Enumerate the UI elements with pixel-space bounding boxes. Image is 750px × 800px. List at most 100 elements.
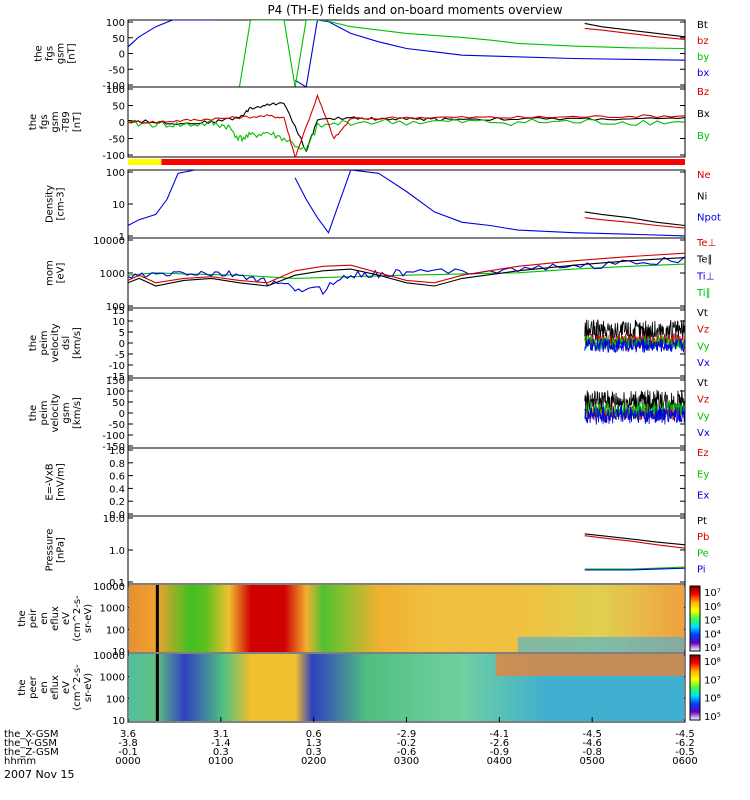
y-tick-label: 0.0 (109, 510, 125, 521)
y-axis-label: E=-VxB (45, 463, 56, 500)
legend-Ey: Ey (697, 469, 709, 480)
series-By (128, 118, 685, 152)
y-axis-label: (cm^2-s- (72, 664, 83, 711)
y-axis-label: peim (39, 330, 50, 355)
legend-Ex: Ex (697, 491, 709, 502)
y-tick-label: 10000 (93, 582, 125, 593)
y-axis-label: [nT] (72, 112, 83, 132)
y-axis-label: mom (45, 260, 56, 286)
y-axis-label: the (28, 114, 39, 130)
series-Pb (584, 535, 685, 549)
series-Pe (584, 566, 685, 570)
x-axis-row-label: the_Y-GSM (4, 738, 57, 749)
panel-peim_velocity_gsm: the peim velocity gsm [km/s] 150100500-50-100… (28, 376, 710, 453)
x-axis-value: -4.6 (582, 738, 602, 749)
x-axis-value: 0200 (301, 756, 326, 767)
y-axis-label: the (17, 679, 28, 695)
panel-frame (127, 515, 686, 585)
mode-bar-slow (128, 159, 162, 165)
y-axis-label: dsl (61, 336, 72, 350)
x-axis-value: -6.2 (675, 738, 695, 749)
legend-Pe: Pe (697, 548, 709, 559)
x-axis-value: 3.6 (120, 729, 136, 740)
legend-Ne: Ne (697, 170, 711, 181)
panel-peir_eflux: the peir en eflux eV (cm^2-s-sr-eV) 10000 1000 1… (17, 582, 721, 658)
panel-e_field: E=-VxB [mV/m] 1.0 0.8 0.60.4 0.2 0.0 Ez Ey Ex (45, 446, 710, 521)
x-axis-value: 0.3 (306, 747, 322, 758)
legend-Vt: Vt (697, 378, 708, 389)
y-axis-label: gsm (61, 402, 72, 423)
mode-bar (128, 159, 686, 165)
y-tick-label: 10 (112, 716, 125, 727)
series-Npot (128, 170, 685, 237)
y-axis-label: [mV/m] (56, 463, 67, 501)
y-tick-label: 10000 (93, 651, 125, 662)
y-axis-label: fgs (39, 114, 50, 129)
y-tick-label: 1.0 (109, 446, 125, 457)
panel-pressure: Pressure [nPa] 10.0 1.0 0.1 Pt Pb Pe Pi (45, 514, 710, 589)
x-axis-value: 0.3 (213, 747, 229, 758)
x-axis-value: 0600 (672, 756, 697, 767)
y-tick-label: 100 (106, 694, 125, 705)
x-axis-value: 3.1 (213, 729, 229, 740)
y-tick-label: 5 (119, 328, 125, 339)
colorbar (689, 654, 701, 721)
y-tick-label: -50 (109, 420, 125, 431)
y-tick-label: -15 (109, 372, 125, 383)
series-Bx (128, 102, 685, 153)
series-Bt (584, 22, 685, 38)
legend-Ti∥: Ti∥ (696, 288, 711, 299)
y-axis-label: Pressure (45, 529, 56, 572)
y-tick-label: 10 (112, 317, 125, 328)
y-tick-label: 100 (106, 625, 125, 636)
y-axis-label: [nPa] (56, 537, 67, 563)
panel-fgs_t89: the fgs gsm -T89 [nT] 100 50 0 -50 -100 Bz Bx By (28, 85, 710, 162)
legend-Pb: Pb (697, 532, 709, 543)
y-axis-label: eV (61, 612, 72, 625)
date-label: 2007 Nov 15 (4, 768, 74, 781)
x-axis-value: 0000 (115, 756, 140, 767)
x-axis-row-label: the_Z-GSM (4, 747, 59, 758)
y-axis-label: [km/s] (72, 327, 83, 359)
legend-Pt: Pt (697, 516, 707, 527)
series-Ti∥ (128, 263, 685, 279)
series-by (238, 20, 685, 87)
series-Bz (128, 93, 685, 157)
y-tick-label: 0 (119, 339, 125, 350)
x-axis-value: -2.6 (490, 738, 510, 749)
y-axis-label: (cm^2-s- (72, 595, 83, 642)
legend-By: By (697, 131, 710, 142)
y-tick-label: -100 (102, 81, 125, 92)
y-axis-label: gsm (56, 43, 67, 64)
legend-Vz: Vz (697, 325, 709, 336)
colorbar-tick-label: 10⁵ (704, 712, 721, 723)
x-axis-value: -0.8 (582, 747, 602, 758)
x-axis-labels: the_X-GSM 3.6 3.1 0.6 -2.9 -4.1 -4.5 -4.5 the_Y-… (4, 717, 698, 767)
y-tick-label: -100 (102, 151, 125, 162)
x-axis-value: -0.5 (675, 747, 695, 758)
series-Vx (584, 405, 685, 425)
y-axis-label: [nT] (67, 43, 78, 63)
y-axis-label: the (28, 405, 39, 421)
y-tick-label: 10.0 (103, 514, 125, 525)
y-tick-label: 0 (119, 50, 125, 61)
legend-by: by (697, 52, 709, 63)
y-tick-label: 50 (112, 34, 125, 45)
y-tick-label: 1.0 (109, 546, 125, 557)
legend-Ti⊥: Ti⊥ (696, 271, 714, 282)
y-axis-label: en (39, 612, 50, 625)
legend-bx: bx (697, 68, 709, 79)
y-tick-label: -50 (109, 65, 125, 76)
x-axis-value: 0500 (579, 756, 604, 767)
x-axis-value: -3.8 (118, 738, 138, 749)
legend-bz: bz (697, 36, 709, 47)
y-axis-label: the (17, 610, 28, 626)
colorbar-tick-label: 10⁴ (704, 629, 721, 640)
x-axis-value: 0300 (394, 756, 419, 767)
y-tick-label: 150 (106, 376, 125, 387)
legend-Vy: Vy (697, 411, 710, 422)
y-tick-label: 1000 (100, 604, 125, 615)
